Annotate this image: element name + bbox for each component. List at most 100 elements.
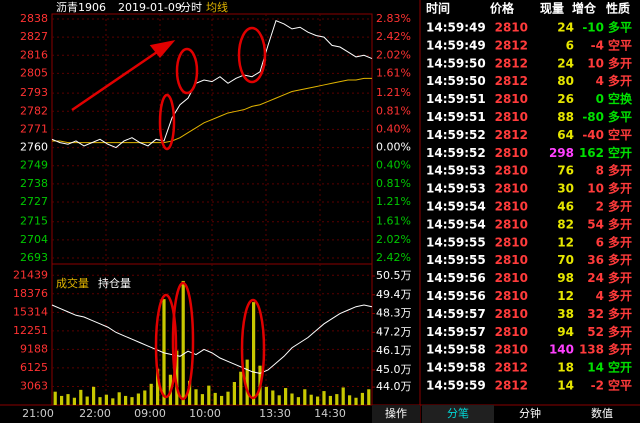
trade-cell: 14:59:55 — [426, 253, 486, 267]
pct-label: 0.40% — [376, 159, 411, 172]
trade-cell: 2810 — [495, 271, 528, 285]
y-tick-label: 2838 — [20, 12, 48, 25]
volume-bar — [136, 393, 140, 405]
trade-cell: 空平 — [608, 127, 632, 142]
trade-cell: 14:59:50 — [426, 56, 486, 70]
oi-tick-label: 50.5万 — [376, 269, 412, 282]
volume-bar — [104, 394, 108, 405]
trade-cell: 0 — [596, 92, 604, 106]
trade-cell: 46 — [557, 200, 574, 214]
column-header: 时间 — [426, 1, 450, 16]
trade-cell: 98 — [557, 271, 574, 285]
trade-cell: -80 — [582, 110, 604, 124]
y-tick-label: 2693 — [20, 251, 48, 264]
trade-cell: 2812 — [495, 74, 528, 88]
volume-bar — [213, 392, 217, 405]
tab[interactable]: 分笔 — [447, 406, 469, 420]
trade-cell: 多开 — [608, 181, 632, 196]
tab[interactable]: 数值 — [591, 407, 613, 420]
y-tick-label: 15314 — [13, 305, 48, 318]
mode: 分时 — [180, 1, 202, 14]
trade-cell: -4 — [591, 38, 604, 52]
tab[interactable]: 分钟 — [519, 406, 541, 420]
pct-label: 1.21% — [376, 195, 411, 208]
volume-bar — [328, 395, 332, 405]
y-tick-label: 2816 — [20, 48, 48, 61]
trade-cell: 14:59:53 — [426, 182, 486, 196]
volume-bar — [207, 385, 211, 405]
volume-bar — [296, 397, 300, 405]
volume-bar — [252, 302, 256, 405]
trade-cell: 2812 — [495, 38, 528, 52]
highlight — [154, 293, 178, 399]
pct-label: 0.81% — [376, 104, 411, 117]
pct-label: 2.02% — [376, 48, 411, 61]
y-tick-label: 2715 — [20, 215, 48, 228]
trade-cell: 6 — [596, 235, 604, 249]
time-label: 14:30 — [314, 407, 346, 420]
date: 2019-01-09 — [118, 1, 182, 14]
y-tick-label: 2782 — [20, 104, 48, 117]
operate-button-label[interactable]: 操作 — [385, 406, 407, 420]
trade-cell: 2810 — [495, 343, 528, 357]
trade-cell: 多开 — [608, 342, 632, 357]
trade-cell: 14:59:50 — [426, 74, 486, 88]
trade-cell: 94 — [557, 325, 574, 339]
pct-label: 2.02% — [376, 233, 411, 246]
volume-bar — [117, 392, 121, 405]
highlight — [237, 26, 267, 84]
oi-tick-label: 45.0万 — [376, 363, 412, 376]
trade-cell: 多开 — [608, 55, 632, 70]
trade-cell: 多平 — [608, 109, 632, 124]
trade-cell: 空平 — [608, 378, 632, 393]
oi-tick-label: 47.2万 — [376, 325, 412, 338]
trade-cell: 多平 — [608, 20, 632, 35]
volume-bar — [232, 382, 236, 405]
column-header: 现量 — [540, 2, 564, 16]
trade-cell: 14 — [557, 379, 574, 393]
volume-bar — [271, 390, 275, 405]
trade-cell: 14:59:54 — [426, 200, 486, 214]
volume-bar — [156, 368, 160, 405]
volume-bar — [360, 392, 364, 405]
trade-cell: 88 — [557, 110, 574, 124]
trade-cell: 14:59:55 — [426, 235, 486, 249]
volume-bar — [277, 395, 281, 405]
volume-bar — [175, 350, 179, 405]
trade-cell: 82 — [557, 217, 574, 231]
highlight — [171, 281, 195, 401]
volume-bar — [188, 380, 192, 405]
trade-cell: -10 — [582, 21, 604, 35]
time-grid — [105, 14, 321, 405]
time-label: 10:00 — [189, 407, 221, 420]
trade-cell: 4 — [596, 74, 604, 88]
symbol: 沥青1906 — [56, 1, 106, 14]
trade-cell: 多开 — [608, 199, 632, 214]
trade-cell: 36 — [587, 253, 604, 267]
trade-cell: 8 — [596, 164, 604, 178]
volume-bar — [290, 393, 294, 405]
operate-button[interactable] — [372, 405, 420, 423]
trade-cell: 24 — [557, 56, 574, 70]
volume-bar — [149, 383, 153, 405]
trade-cell: 70 — [557, 253, 574, 267]
highlight — [240, 298, 266, 400]
pct-label: 2.83% — [376, 12, 411, 25]
trade-cell: 14:59:49 — [426, 38, 486, 52]
y-tick-label: 2749 — [20, 159, 48, 172]
trade-cell: 12 — [557, 235, 574, 249]
trade-cell: 2810 — [495, 92, 528, 106]
tab-active[interactable] — [422, 405, 494, 423]
trade-cell: 14:59:52 — [426, 146, 486, 160]
y-tick-label: 9188 — [20, 342, 48, 355]
y-tick-label: 2771 — [20, 122, 48, 135]
trade-cell: 2810 — [495, 182, 528, 196]
trade-cell: 多开 — [608, 234, 632, 249]
trade-cell: 12 — [557, 289, 574, 303]
y-tick-label: 2738 — [20, 177, 48, 190]
volume-bar — [348, 395, 352, 405]
y-tick-label: 2793 — [20, 86, 48, 99]
y-tick-label: 2704 — [20, 233, 48, 246]
arrow-head — [149, 40, 176, 58]
time-label: 22:00 — [79, 407, 111, 420]
